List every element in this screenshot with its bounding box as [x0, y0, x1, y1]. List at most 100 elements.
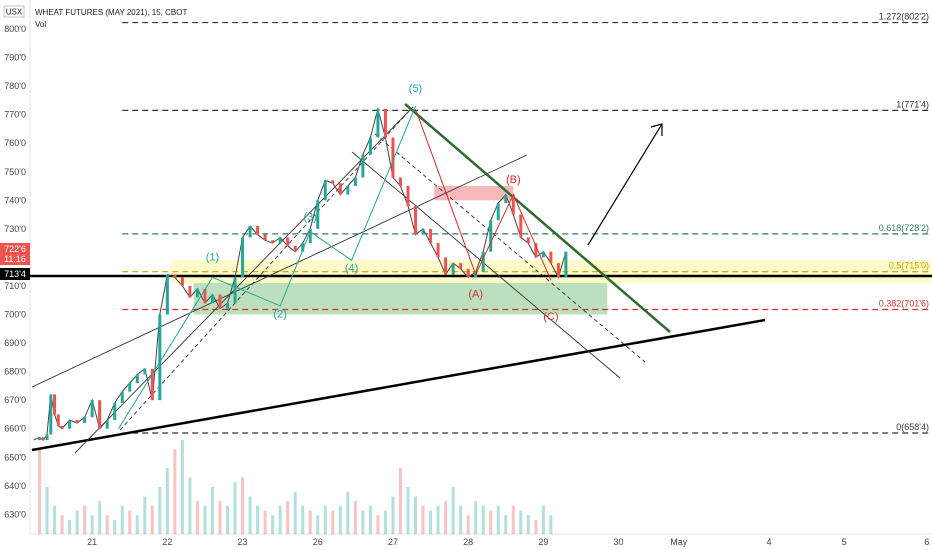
- price-candle: [459, 263, 463, 269]
- volume-bar: [226, 505, 230, 534]
- volume-bar: [278, 505, 282, 534]
- price-tick-label: 750'0: [4, 167, 26, 177]
- impulse-wave-label: (5): [409, 83, 422, 95]
- price-candle: [45, 434, 49, 441]
- price-candle: [241, 237, 245, 278]
- volume-bar: [135, 515, 139, 534]
- descending-resistance-trendline[interactable]: [404, 103, 671, 333]
- price-candle: [376, 108, 380, 138]
- time-tick-label: 29: [538, 537, 548, 547]
- price-candle: [158, 314, 162, 401]
- ascending-channel-lower[interactable]: [74, 106, 414, 454]
- volume-bar: [271, 515, 275, 534]
- time-tick-label: May: [670, 537, 688, 547]
- volume-bar: [519, 510, 523, 534]
- price-candle: [346, 186, 350, 195]
- price-tick-label: 780'0: [4, 81, 26, 91]
- price-candle: [451, 263, 455, 275]
- volume-bar: [188, 477, 192, 534]
- currency-label: USX: [6, 8, 23, 17]
- price-candle: [68, 420, 72, 429]
- price-candle: [308, 228, 312, 244]
- price-candle: [60, 425, 64, 429]
- volume-bar: [195, 501, 199, 534]
- price-candle: [541, 251, 545, 258]
- price-candle: [353, 177, 357, 187]
- volume-bar: [218, 501, 222, 534]
- price-candle: [526, 237, 530, 244]
- volume-bar: [68, 519, 72, 534]
- time-tick-label: 27: [388, 537, 398, 547]
- volume-layer: [38, 440, 553, 534]
- price-candle: [504, 194, 508, 204]
- price-candle: [53, 394, 57, 415]
- volume-bar: [308, 510, 312, 534]
- impulse-wave-label: (2): [273, 308, 286, 320]
- volume-bar: [316, 515, 320, 534]
- price-candle: [105, 420, 109, 429]
- volume-bar: [75, 510, 79, 534]
- time-tick-label: 5: [842, 537, 847, 547]
- corrective-wave-label: (B): [506, 174, 521, 186]
- price-candle: [511, 194, 515, 215]
- price-candle: [113, 403, 117, 421]
- impulse-wave-label: (3): [304, 211, 317, 223]
- price-candle: [226, 303, 230, 309]
- volume-bar: [368, 505, 372, 534]
- price-candle: [135, 374, 139, 384]
- price-candle: [323, 180, 327, 201]
- price-axis[interactable]: 800'0 790'0 780'0 770'0 760'0 750'0 740'0 730'0…: [4, 24, 26, 519]
- price-candle: [489, 220, 493, 252]
- price-candle: [556, 263, 560, 278]
- currency-box[interactable]: [3, 5, 25, 18]
- price-candle: [128, 383, 132, 392]
- price-candle: [210, 294, 214, 304]
- time-tick-label: 22: [162, 537, 172, 547]
- ascending-channel-upper[interactable]: [31, 154, 528, 388]
- price-candle: [75, 420, 79, 423]
- price-candle: [203, 288, 207, 304]
- volume-bar: [444, 501, 448, 534]
- volume-bar: [353, 501, 357, 534]
- price-candle: [83, 417, 87, 423]
- volume-bar: [143, 496, 147, 534]
- impulse-wave-path: [118, 105, 416, 429]
- price-candle: [496, 203, 500, 221]
- price-candle: [233, 277, 237, 304]
- fibonacci-layer: 1.272(802'2) 1(771'4) 0.618(728'2) 0.5(715'…: [122, 12, 932, 434]
- price-candle: [534, 243, 538, 258]
- price-candle: [398, 177, 402, 187]
- long-term-support-trendline[interactable]: [31, 318, 766, 452]
- volume-bar: [466, 515, 470, 534]
- fib-level-label: 0(658'4): [896, 422, 929, 432]
- volume-bar: [489, 510, 493, 534]
- price-candle: [564, 251, 568, 278]
- volume-bar: [534, 519, 538, 534]
- price-candle: [56, 414, 60, 426]
- fib-level-label: 0.618(728'2): [879, 223, 929, 233]
- projection-arrow-head[interactable]: [650, 123, 663, 136]
- price-candle: [361, 154, 365, 178]
- price-candle: [421, 228, 425, 235]
- price-candle: [256, 225, 260, 235]
- price-series-layer: [33, 106, 568, 441]
- descending-channel-median[interactable]: [374, 133, 646, 363]
- price-candle: [218, 294, 222, 309]
- price-tick-label: 690'0: [4, 338, 26, 348]
- price-candle: [519, 214, 523, 238]
- time-tick-label: 28: [463, 537, 473, 547]
- volume-bar: [233, 482, 237, 534]
- projection-arrow-shaft[interactable]: [587, 123, 663, 246]
- fib-level-label: 0.382(701'6): [879, 299, 929, 309]
- time-axis[interactable]: 21 22 23 26 27 28 29 30 May 4 5 6: [87, 537, 929, 547]
- descending-channel-line[interactable]: [351, 151, 621, 379]
- price-candle: [414, 206, 418, 235]
- volume-bar: [414, 496, 418, 534]
- price-candle: [180, 277, 184, 286]
- volume-bar: [496, 505, 500, 534]
- price-candle: [49, 394, 53, 435]
- volume-bar: [541, 505, 545, 534]
- volume-bar: [120, 505, 124, 534]
- volume-bar: [436, 505, 440, 534]
